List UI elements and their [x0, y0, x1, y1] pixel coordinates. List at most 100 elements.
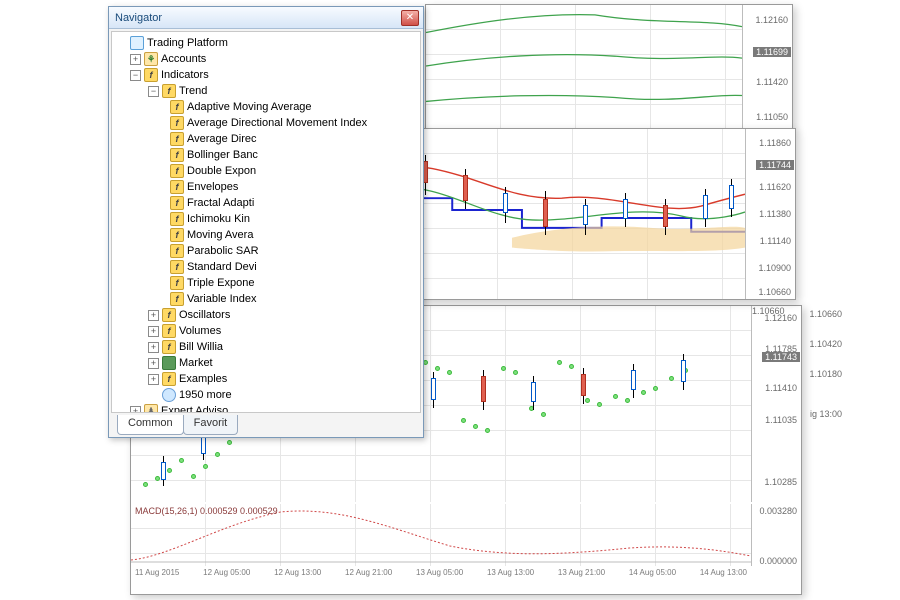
- tree-label: Average Direc: [187, 133, 257, 145]
- macd-label: MACD(15,26,1) 0.000529 0.000529: [135, 506, 278, 516]
- chart1-plot[interactable]: [426, 5, 742, 129]
- tree-label: Average Directional Movement Index: [187, 117, 367, 129]
- tree-category[interactable]: +fOscillators: [112, 307, 420, 323]
- expander-icon[interactable]: −: [130, 70, 141, 81]
- tree-accounts[interactable]: + ⚘ Accounts: [112, 51, 420, 67]
- chart1-yaxis: 1.12160 1.11699 1.11420 1.11050: [742, 5, 792, 129]
- indicator-icon: f: [170, 164, 184, 178]
- xtick: 13 Aug 13:00: [487, 568, 534, 580]
- tree-indicator-item[interactable]: fAverage Directional Movement Index: [112, 115, 420, 131]
- tree-label: Volumes: [179, 325, 221, 337]
- xtick: 12 Aug 21:00: [345, 568, 392, 580]
- navigator-tabs[interactable]: Common Favorit: [111, 415, 421, 435]
- tree-indicator-item[interactable]: fParabolic SAR: [112, 243, 420, 259]
- ytick: 0.003280: [759, 506, 797, 516]
- expander-icon[interactable]: +: [148, 358, 159, 369]
- price-tag: 1.11699: [753, 47, 791, 57]
- tree-category[interactable]: +fBill Willia: [112, 339, 420, 355]
- tree-label: Indicators: [161, 69, 209, 81]
- tree-trend[interactable]: − f Trend: [112, 83, 420, 99]
- tree-category[interactable]: +fVolumes: [112, 323, 420, 339]
- tree-root[interactable]: Trading Platform: [112, 35, 420, 51]
- expander-icon[interactable]: +: [130, 54, 141, 65]
- tree-label: Examples: [179, 373, 227, 385]
- tree-label: Envelopes: [187, 181, 238, 193]
- tree-indicators[interactable]: − f Indicators: [112, 67, 420, 83]
- tree-expert-advisors[interactable]: + ♟ Expert Adviso: [112, 403, 420, 413]
- indicator-icon: f: [170, 132, 184, 146]
- tree-label: Accounts: [161, 53, 206, 65]
- price-tag: 1.11743: [762, 352, 800, 362]
- expander-icon: [116, 38, 127, 49]
- expander-icon[interactable]: +: [148, 310, 159, 321]
- indicator-icon: f: [162, 308, 176, 322]
- chart2-yaxis: 1.11860 1.11744 1.11620 1.11380 1.11140 …: [745, 129, 795, 299]
- tree-indicator-item[interactable]: fAdaptive Moving Average: [112, 99, 420, 115]
- expert-icon: ♟: [144, 404, 158, 413]
- tree-label: Standard Devi: [187, 261, 257, 273]
- expander-icon[interactable]: +: [148, 374, 159, 385]
- tab-common[interactable]: Common: [117, 415, 184, 435]
- tree-indicator-item[interactable]: fEnvelopes: [112, 179, 420, 195]
- tree-label: Oscillators: [179, 309, 230, 321]
- indicator-icon: f: [170, 292, 184, 306]
- tree-label: Trading Platform: [147, 37, 228, 49]
- ytick: 1.11410: [765, 383, 797, 393]
- indicator-icon: f: [162, 324, 176, 338]
- chart3-yaxis-main: 1.12160 1.11785 1.11743 1.11410 1.11035 …: [751, 306, 801, 502]
- ytick: 1.12160: [755, 15, 788, 25]
- tree-category[interactable]: +fExamples: [112, 371, 420, 387]
- expander-icon[interactable]: +: [148, 326, 159, 337]
- expander-icon: [148, 390, 159, 401]
- bollinger-lines: [426, 5, 742, 129]
- tree-label: Expert Adviso: [161, 405, 228, 413]
- indicator-icon: f: [170, 228, 184, 242]
- indicator-icon: f: [170, 196, 184, 210]
- indicator-icon: f: [170, 100, 184, 114]
- ytick: 1.11050: [756, 112, 788, 122]
- ytick: 1.10285: [764, 477, 797, 487]
- expander-icon[interactable]: +: [148, 342, 159, 353]
- tree-label: Bill Willia: [179, 341, 223, 353]
- tree-label: Trend: [179, 85, 207, 97]
- ytick: 1.11380: [759, 209, 791, 219]
- tree-indicator-item[interactable]: fBollinger Banc: [112, 147, 420, 163]
- navigator-panel[interactable]: Navigator ✕ Trading Platform + ⚘ Account…: [108, 6, 424, 438]
- indicator-icon: f: [162, 340, 176, 354]
- tree-label: Triple Expone: [187, 277, 254, 289]
- tree-label: Moving Avera: [187, 229, 253, 241]
- tree-label: Parabolic SAR: [187, 245, 259, 257]
- tree-indicator-item[interactable]: fTriple Expone: [112, 275, 420, 291]
- tree-indicator-item[interactable]: fMoving Avera: [112, 227, 420, 243]
- ytick: 1.11035: [765, 415, 797, 425]
- chart-window-bollinger[interactable]: 1.12160 1.11699 1.11420 1.11050: [425, 4, 793, 130]
- indicator-icon: f: [170, 116, 184, 130]
- tree-indicator-item[interactable]: fAverage Direc: [112, 131, 420, 147]
- tree-category[interactable]: +Market: [112, 355, 420, 371]
- ytick: 1.11420: [756, 77, 788, 87]
- indicator-icon: f: [170, 244, 184, 258]
- xtick: 12 Aug 05:00: [203, 568, 250, 580]
- ytick: 1.10660: [758, 287, 791, 297]
- tree-indicator-item[interactable]: fVariable Index: [112, 291, 420, 307]
- tab-favorites[interactable]: Favorit: [183, 415, 239, 435]
- close-button[interactable]: ✕: [401, 10, 419, 26]
- indicator-icon: f: [170, 148, 184, 162]
- navigator-titlebar[interactable]: Navigator ✕: [109, 7, 423, 29]
- background-yaxis: 1.10660 1.10420 1.10180 ig 13:00: [796, 4, 846, 444]
- tree-indicator-item[interactable]: fFractal Adapti: [112, 195, 420, 211]
- navigator-tree[interactable]: Trading Platform + ⚘ Accounts − f Indica…: [111, 31, 421, 413]
- tree-label: Double Expon: [187, 165, 256, 177]
- expander-icon[interactable]: −: [148, 86, 159, 97]
- tree-indicator-item[interactable]: fIchimoku Kin: [112, 211, 420, 227]
- indicator-icon: f: [162, 372, 176, 386]
- tree-more[interactable]: 1950 more: [112, 387, 420, 403]
- tree-indicator-item[interactable]: fDouble Expon: [112, 163, 420, 179]
- tree-label: Bollinger Banc: [187, 149, 258, 161]
- indicator-icon: f: [170, 260, 184, 274]
- ytick: 1.10900: [758, 263, 791, 273]
- expander-icon[interactable]: +: [130, 406, 141, 414]
- indicator-icon: f: [170, 180, 184, 194]
- tree-label: 1950 more: [179, 389, 232, 401]
- tree-indicator-item[interactable]: fStandard Devi: [112, 259, 420, 275]
